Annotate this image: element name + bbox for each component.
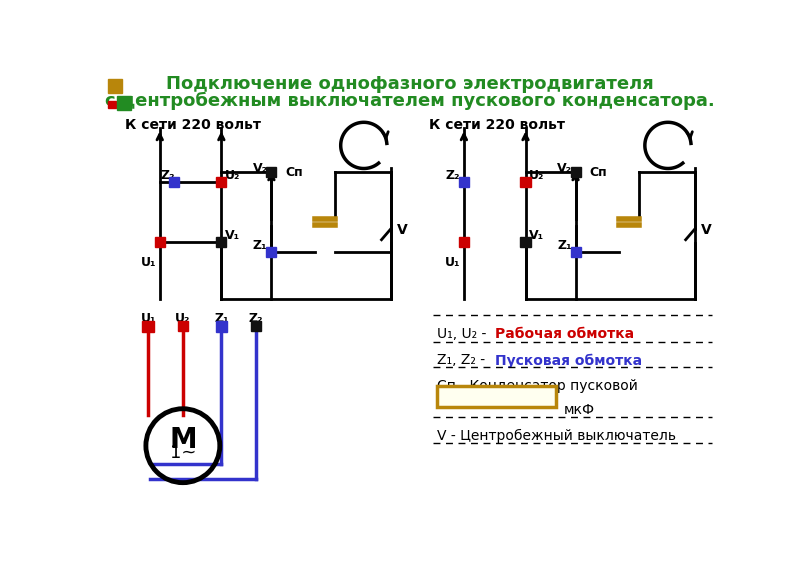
Bar [154,237,165,247]
Text: U₂: U₂ [175,312,190,325]
Bar [108,101,116,108]
Bar [266,247,277,256]
Text: U₂: U₂ [226,169,241,182]
Text: Z₂: Z₂ [446,169,460,182]
Text: V: V [701,223,712,237]
Bar [437,386,556,407]
Text: U₁, U₂ -: U₁, U₂ - [437,327,490,341]
Bar [521,237,530,247]
Text: Z₁: Z₁ [214,312,229,325]
Bar [118,96,131,110]
Bar [215,320,227,332]
Text: Z₂: Z₂ [249,312,263,325]
Text: Рабочая обмотка: Рабочая обмотка [494,327,634,341]
Text: К сети 220 вольт: К сети 220 вольт [430,119,566,132]
Bar [521,177,530,188]
Text: Cп: Cп [590,166,607,179]
Text: Z₁: Z₁ [557,239,572,251]
Text: 1~: 1~ [170,445,196,462]
Bar [142,320,154,332]
Text: V₂: V₂ [557,162,572,176]
Text: V - Центробежный выключатель: V - Центробежный выключатель [437,429,676,443]
Bar [108,79,122,93]
Text: V₂: V₂ [253,162,267,176]
Bar [459,237,469,247]
Text: с центробежным выключателем пускового конденсатора.: с центробежным выключателем пускового ко… [105,92,715,109]
Text: мкФ: мкФ [564,404,595,417]
Text: V: V [397,223,408,237]
Text: Z₂: Z₂ [160,169,174,182]
Bar [570,168,581,177]
Bar [216,237,226,247]
Text: M: M [169,426,197,454]
Text: Z₁, Z₂ -: Z₁, Z₂ - [437,353,490,367]
Text: U₁: U₁ [141,255,156,268]
Text: Сп - Конденсатор пусковой: Сп - Конденсатор пусковой [437,378,638,393]
Text: Подключение однофазного электродвигателя: Подключение однофазного электродвигателя [166,75,654,92]
Text: К сети 220 вольт: К сети 220 вольт [125,119,261,132]
Text: U₁: U₁ [445,255,460,268]
Text: V₁: V₁ [530,229,545,242]
Bar [251,321,261,331]
Text: Z₁: Z₁ [253,239,267,251]
Bar [459,177,469,188]
Text: Пусковая обмотка: Пусковая обмотка [494,353,642,368]
Bar [216,177,226,188]
Text: U₁: U₁ [141,312,156,325]
Bar [266,168,277,177]
Text: V₁: V₁ [226,229,240,242]
Text: U₂: U₂ [530,169,545,182]
Bar [570,247,581,256]
Text: Cп: Cп [286,166,303,179]
Bar [178,321,188,331]
Bar [169,177,178,188]
